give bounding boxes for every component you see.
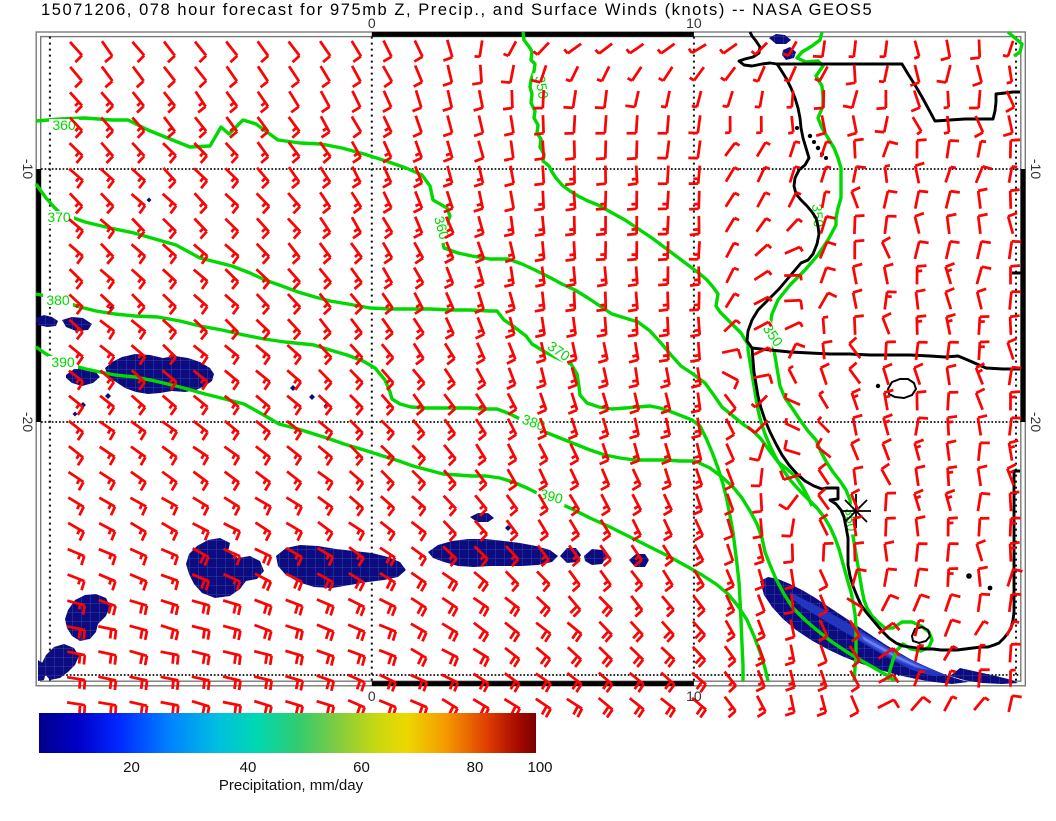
svg-text:350: 350 xyxy=(809,203,827,228)
svg-text:-20: -20 xyxy=(1028,412,1044,432)
svg-text:100: 100 xyxy=(527,759,552,776)
svg-text:390: 390 xyxy=(538,485,565,507)
svg-text:0: 0 xyxy=(368,688,376,704)
svg-text:0: 0 xyxy=(368,15,376,31)
svg-text:15071206, 078 hour forecast fo: 15071206, 078 hour forecast for 975mb Z,… xyxy=(41,1,873,19)
svg-text:60: 60 xyxy=(353,759,370,776)
svg-text:-20: -20 xyxy=(20,412,36,432)
svg-text:80: 80 xyxy=(467,759,484,776)
svg-text:20: 20 xyxy=(123,759,140,776)
svg-text:40: 40 xyxy=(240,759,257,776)
svg-text:Precipitation, mm/day: Precipitation, mm/day xyxy=(219,777,364,794)
svg-text:-10: -10 xyxy=(20,159,36,179)
svg-text:360: 360 xyxy=(52,117,76,133)
svg-text:380: 380 xyxy=(46,292,70,308)
svg-text:10: 10 xyxy=(686,688,702,704)
svg-text:390: 390 xyxy=(51,354,75,370)
svg-text:-10: -10 xyxy=(1028,159,1044,179)
svg-text:10: 10 xyxy=(686,15,702,31)
svg-text:380: 380 xyxy=(520,411,548,434)
svg-text:370: 370 xyxy=(47,209,71,225)
